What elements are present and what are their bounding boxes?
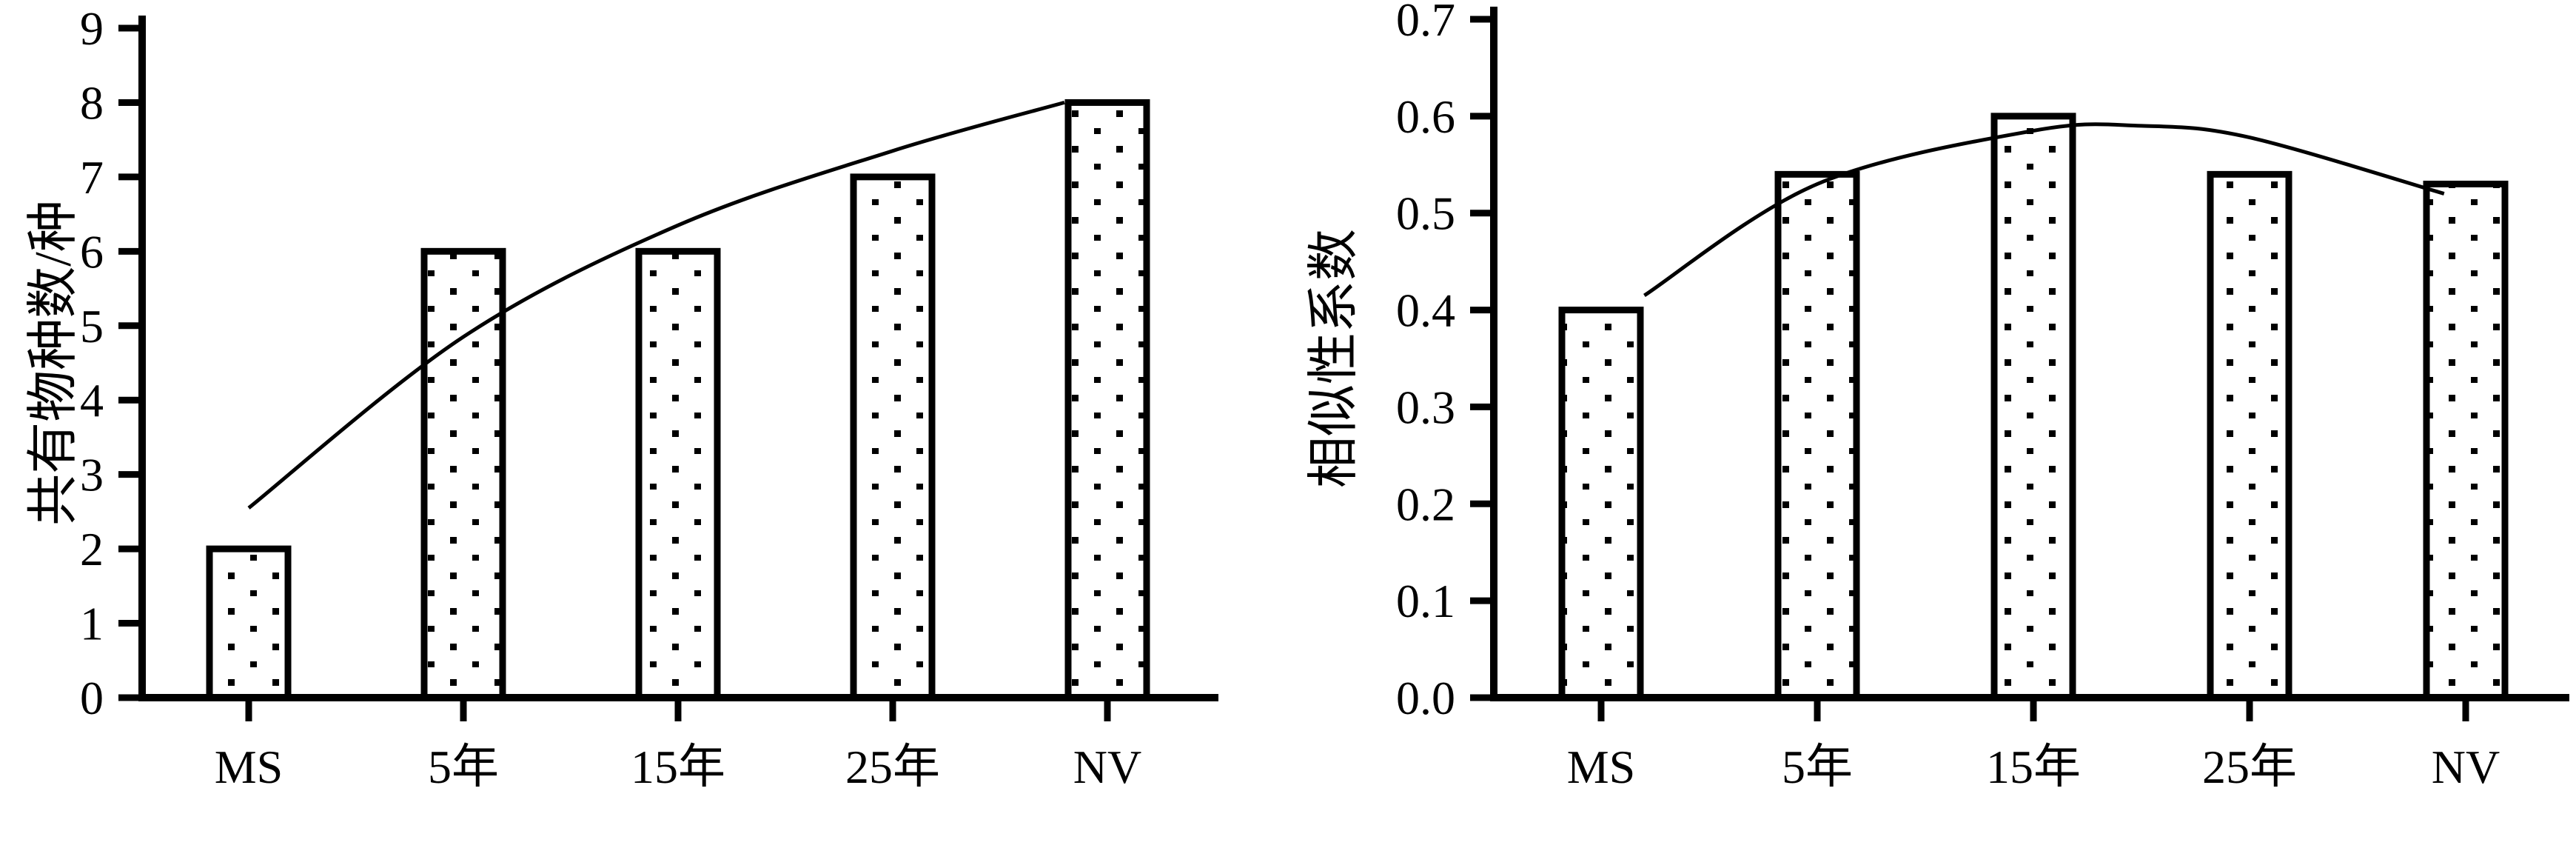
- y-tick-label: 0: [80, 672, 104, 724]
- x-tick-label: NV: [1073, 741, 1141, 793]
- y-tick-label: 9: [80, 2, 104, 55]
- bar-25年: [2207, 170, 2292, 701]
- y-tick-label: 0.3: [1396, 381, 1455, 433]
- bar-NV: [1064, 99, 1150, 701]
- y-tick-label: 6: [80, 225, 104, 278]
- x-tick-label: MS: [1567, 741, 1636, 793]
- x-tick-label: 25年: [845, 741, 940, 793]
- bar-5年: [420, 247, 506, 701]
- axes: [138, 16, 1218, 701]
- bar-15年: [635, 247, 721, 701]
- y-tick-label: 7: [80, 151, 104, 204]
- bar-chart-shared-species: 0123456789MS5年15年25年NV样地共有物种数/种: [25, 2, 1218, 793]
- chart-similarity-coefficient: 0.00.10.20.30.40.50.60.7MS5年15年25年NV样地相似…: [1288, 0, 2576, 848]
- x-tick-label: MS: [215, 741, 284, 793]
- x-tick-label: 5年: [428, 741, 499, 793]
- y-tick-label: 0.6: [1396, 90, 1455, 143]
- x-tick-label: 5年: [1782, 741, 1853, 793]
- y-tick-label: 1: [80, 598, 104, 650]
- bar-MS: [206, 545, 292, 701]
- y-tick-label: 0.2: [1396, 478, 1455, 530]
- trend-line: [1643, 122, 2445, 298]
- axes: [1490, 7, 2569, 701]
- y-tick-label: 2: [80, 523, 104, 575]
- x-tick-label: NV: [2432, 741, 2500, 793]
- trend-line: [247, 100, 1065, 510]
- y-tick-label: 3: [80, 449, 104, 501]
- chart-shared-species: 0123456789MS5年15年25年NV样地共有物种数/种: [25, 2, 1218, 793]
- y-tick-label: 0.4: [1396, 284, 1455, 337]
- bar-MS: [1558, 307, 1644, 701]
- bar-chart-similarity-coefficient: 0.00.10.20.30.40.50.60.7MS5年15年25年NV样地相似…: [1306, 0, 2569, 793]
- y-tick-label: 0.0: [1396, 672, 1455, 724]
- bar-NV: [2423, 180, 2509, 701]
- y-tick-label: 0.7: [1396, 0, 1455, 46]
- x-tick-label: 25年: [2202, 741, 2297, 793]
- x-tick-label: 15年: [631, 741, 725, 793]
- y-tick-label: 4: [80, 374, 104, 427]
- y-tick-label: 5: [80, 300, 104, 353]
- x-tick-label: 15年: [1986, 741, 2081, 793]
- y-axis-title: 共有物种数/种: [25, 200, 82, 525]
- y-tick-label: 8: [80, 76, 104, 129]
- y-tick-label: 0.1: [1396, 575, 1455, 627]
- y-axis-title: 相似性系数: [1306, 229, 1363, 488]
- bar-5年: [1774, 170, 1860, 701]
- y-tick-label: 0.5: [1396, 187, 1455, 240]
- bar-25年: [850, 173, 936, 701]
- bar-15年: [1990, 113, 2076, 701]
